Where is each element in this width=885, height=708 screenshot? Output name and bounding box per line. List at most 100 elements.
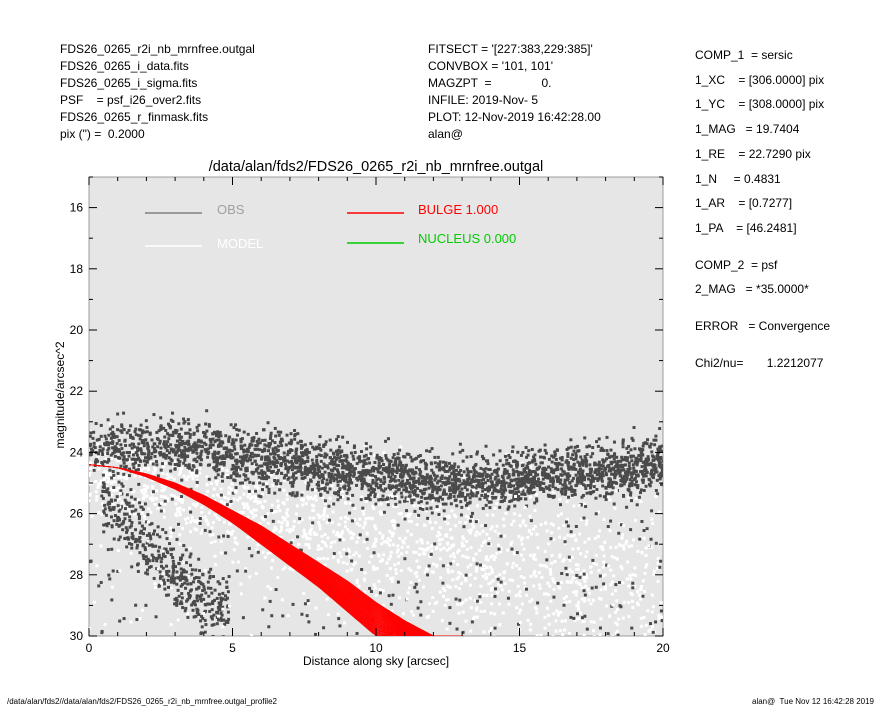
obs-point <box>192 458 196 462</box>
obs-point <box>387 465 391 469</box>
obs-point <box>461 448 465 452</box>
model-point <box>248 492 252 496</box>
obs-point <box>510 450 514 454</box>
model-point <box>587 598 591 602</box>
model-point <box>256 543 260 547</box>
model-point <box>305 537 309 541</box>
obs-point <box>364 453 368 457</box>
obs-point <box>273 441 277 445</box>
model-point <box>150 496 154 500</box>
obs-point <box>335 438 339 442</box>
model-point <box>332 554 336 558</box>
obs-point <box>156 474 160 478</box>
scatter-point <box>459 513 463 517</box>
obs-point <box>659 456 663 460</box>
model-point <box>231 560 235 564</box>
model-point <box>173 460 177 464</box>
model-point <box>152 479 156 483</box>
obs-point <box>217 443 221 447</box>
obs-point <box>92 441 96 445</box>
model-point <box>172 463 176 467</box>
model-point <box>518 594 522 598</box>
obs-point <box>449 492 453 496</box>
obs-point <box>213 431 217 435</box>
model-point <box>279 528 283 532</box>
obs-point <box>261 482 265 486</box>
scatter-point <box>321 540 325 544</box>
model-point <box>369 516 373 520</box>
model-point <box>242 504 246 508</box>
obs-point <box>171 411 175 415</box>
obs-point <box>116 412 120 416</box>
obs-point <box>488 474 492 478</box>
obs-point <box>303 443 307 447</box>
obs-point <box>166 440 170 444</box>
obs-point <box>307 450 311 454</box>
obs-point <box>583 459 587 463</box>
model-point <box>295 456 299 460</box>
obs-point <box>242 473 246 477</box>
model-point <box>451 578 455 582</box>
obs-point <box>535 497 539 501</box>
obs-point <box>519 480 523 484</box>
obs-point <box>360 487 364 491</box>
obs-point <box>378 486 382 490</box>
obs-point <box>178 448 182 452</box>
obs-point <box>178 437 182 441</box>
model-point <box>408 512 412 516</box>
obs-point <box>560 463 564 467</box>
obs-point <box>143 548 147 552</box>
obs-point <box>631 454 635 458</box>
obs-point <box>206 586 210 590</box>
model-point <box>276 505 280 509</box>
model-point <box>456 550 460 554</box>
obs-point <box>214 434 218 438</box>
obs-point <box>124 500 128 504</box>
obs-point <box>550 460 554 464</box>
obs-point <box>255 431 259 435</box>
obs-point <box>609 467 613 471</box>
scatter-point <box>216 614 220 618</box>
model-point <box>389 550 393 554</box>
scatter-point <box>582 572 586 576</box>
obs-point <box>235 468 239 472</box>
model-point <box>204 494 208 498</box>
obs-point <box>581 483 585 487</box>
scatter-point <box>487 542 491 546</box>
obs-point <box>391 463 395 467</box>
obs-point <box>619 459 623 463</box>
obs-point <box>177 594 181 598</box>
obs-point <box>566 478 570 482</box>
scatter-point <box>442 509 446 513</box>
obs-point <box>551 481 555 485</box>
obs-point <box>332 502 336 506</box>
model-point <box>266 512 270 516</box>
obs-point <box>622 479 626 483</box>
obs-point <box>371 481 375 485</box>
fit-parameter-line: Chi2/nu= 1.2212077 <box>695 355 824 370</box>
model-point <box>619 564 623 568</box>
obs-point <box>507 505 511 509</box>
model-point <box>325 597 329 601</box>
model-point <box>363 444 367 448</box>
obs-point <box>206 455 210 459</box>
obs-point <box>658 445 662 449</box>
model-point <box>193 468 197 472</box>
obs-point <box>555 464 559 468</box>
scatter-point <box>285 522 289 526</box>
model-point <box>519 553 523 557</box>
obs-point <box>152 413 156 417</box>
obs-point <box>258 448 262 452</box>
model-point <box>525 593 529 597</box>
obs-point <box>145 541 149 545</box>
model-point <box>553 560 557 564</box>
model-point <box>533 509 537 513</box>
obs-point <box>544 473 548 477</box>
obs-point <box>197 613 201 617</box>
obs-point <box>389 475 393 479</box>
obs-point <box>279 456 283 460</box>
model-point <box>485 555 489 559</box>
obs-point <box>576 470 580 474</box>
obs-point <box>454 498 458 502</box>
scatter-point <box>233 490 237 494</box>
